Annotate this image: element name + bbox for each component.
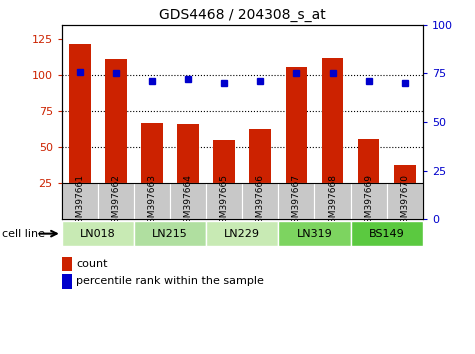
Text: GSM397665: GSM397665 [220,174,228,229]
Bar [206,221,278,246]
Bar [134,183,170,219]
Text: LN018: LN018 [80,229,116,239]
Bar [351,221,423,246]
Bar [105,59,127,219]
Text: GSM397668: GSM397668 [328,174,337,229]
Text: GSM397669: GSM397669 [364,174,373,229]
Bar [351,183,387,219]
Title: GDS4468 / 204308_s_at: GDS4468 / 204308_s_at [159,8,326,22]
Bar [177,124,199,219]
Text: LN319: LN319 [296,229,332,239]
Text: GSM397662: GSM397662 [112,174,120,229]
Bar [242,183,278,219]
Text: LN215: LN215 [152,229,188,239]
Bar [213,140,235,219]
Bar [98,183,134,219]
Bar [278,221,351,246]
Bar [62,221,134,246]
Text: BS149: BS149 [369,229,405,239]
Bar [69,44,91,219]
Bar [358,139,380,219]
Text: percentile rank within the sample: percentile rank within the sample [76,276,264,286]
Bar [322,58,343,219]
Text: GSM397661: GSM397661 [76,174,84,229]
Bar [314,183,351,219]
Bar [141,123,163,219]
Text: count: count [76,259,107,269]
Bar [278,183,314,219]
Bar [394,165,416,219]
Text: LN229: LN229 [224,229,260,239]
Bar [206,183,242,219]
Text: GSM397663: GSM397663 [148,174,156,229]
Bar [387,183,423,219]
Text: GSM397667: GSM397667 [292,174,301,229]
Text: GSM397664: GSM397664 [184,174,192,229]
Text: GSM397670: GSM397670 [400,174,409,229]
Bar [134,221,206,246]
Bar [285,67,307,219]
Text: cell line: cell line [2,229,46,239]
Bar [249,129,271,219]
Bar [170,183,206,219]
Bar [62,183,98,219]
Text: GSM397666: GSM397666 [256,174,265,229]
